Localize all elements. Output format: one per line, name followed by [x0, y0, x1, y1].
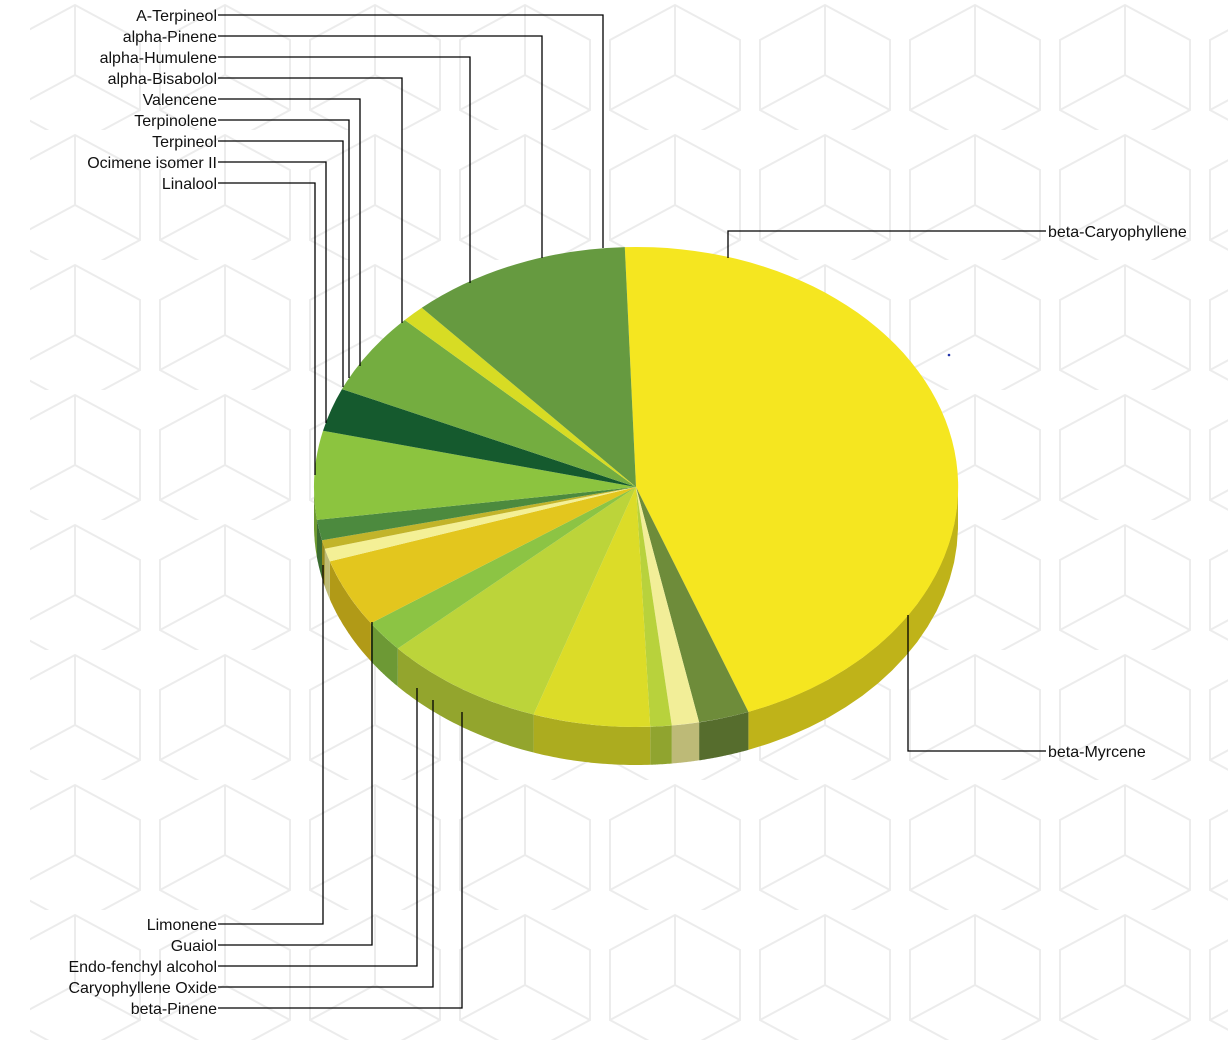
slice-linalool	[370, 487, 636, 649]
label-alpha-bisabolol: alpha-Bisabolol	[108, 71, 217, 88]
slice-labels: beta-Myrcene beta-Pinene Caryophyllene Oxi…	[68, 8, 1186, 1018]
leader-line-a-terpineol	[218, 14, 604, 248]
leader-line-alpha-bisabolol	[218, 77, 403, 323]
label-beta-caryophyllene: beta-Caryophyllene	[1048, 224, 1187, 241]
slice-ocimene-isomer-ii	[329, 487, 636, 624]
slice-terpineol	[324, 487, 636, 562]
label-alpha-pinene: alpha-Pinene	[123, 29, 217, 46]
slice-side-valencene	[317, 519, 322, 579]
slice-alpha-humulene	[323, 389, 636, 487]
slice-alpha-pinene	[342, 320, 636, 487]
label-beta-pinene: beta-Pinene	[131, 1001, 217, 1018]
label-alpha-humulene: alpha-Humulene	[100, 50, 218, 67]
slice-side-beta-pinene	[699, 711, 749, 761]
label-a-terpineol: A-Terpineol	[136, 8, 217, 25]
slice-guaiol	[533, 487, 651, 728]
leader-line-alpha-pinene	[218, 35, 543, 258]
leader-line-terpinolene	[218, 119, 350, 378]
leader-line-guaiol	[218, 622, 373, 946]
leader-line-terpineol	[218, 140, 344, 387]
label-valencene: Valencene	[143, 92, 218, 109]
leader-lines	[218, 14, 1046, 1009]
slice-side-linalool	[370, 623, 398, 687]
slice-side-limonene	[397, 648, 534, 753]
leader-line-alpha-humulene	[218, 56, 471, 283]
label-terpinolene: Terpinolene	[134, 113, 217, 130]
leader-line-limonene	[218, 565, 324, 925]
leader-line-caryophyllene-oxide	[218, 700, 434, 988]
label-terpineol: Terpineol	[152, 134, 217, 151]
label-limonene: Limonene	[147, 917, 217, 934]
slice-side-beta-myrcene	[748, 490, 958, 750]
leader-line-linalool	[218, 182, 316, 475]
label-linalool: Linalool	[162, 176, 217, 193]
slice-valencene	[317, 487, 636, 541]
slice-limonene	[397, 487, 636, 715]
slice-side-alpha-bisabolol	[314, 484, 317, 558]
slice-caryophyllene-oxide	[636, 487, 700, 726]
label-ocimene-isomer-ii: Ocimene isomer II	[87, 155, 217, 172]
slice-a-terpineol	[404, 307, 636, 487]
pie-sides	[314, 484, 958, 765]
leader-line-beta-pinene	[218, 712, 463, 1009]
slice-alpha-bisabolol	[313, 430, 636, 520]
slice-side-caryophyllene-oxide	[671, 722, 700, 764]
slice-side-endo-fenchyl-alcohol	[650, 725, 672, 765]
slice-beta-pinene	[636, 487, 749, 723]
leader-line-beta-myrcene	[907, 615, 1046, 752]
slice-terpinolene	[322, 487, 636, 549]
slice-side-ocimene-isomer-ii	[329, 561, 371, 662]
leader-line-endo-fenchyl-alcohol	[218, 688, 418, 967]
label-beta-myrcene: beta-Myrcene	[1048, 744, 1146, 761]
slice-beta-caryophyllene	[421, 247, 636, 487]
leader-line-beta-caryophyllene	[727, 230, 1046, 258]
stray-dot	[947, 353, 951, 357]
leader-line-valencene	[218, 98, 361, 366]
label-guaiol: Guaiol	[171, 938, 217, 955]
slice-side-guaiol	[533, 714, 651, 765]
slice-beta-myrcene	[624, 246, 959, 712]
leader-line-ocimene-isomer-ii	[218, 161, 327, 423]
slice-endo-fenchyl-alcohol	[636, 487, 672, 727]
label-endo-fenchyl-alcohol: Endo-fenchyl alcohol	[68, 959, 217, 976]
label-caryophyllene-oxide: Caryophyllene Oxide	[68, 980, 217, 997]
pie-slices	[313, 246, 959, 728]
slice-side-terpineol	[324, 548, 330, 600]
